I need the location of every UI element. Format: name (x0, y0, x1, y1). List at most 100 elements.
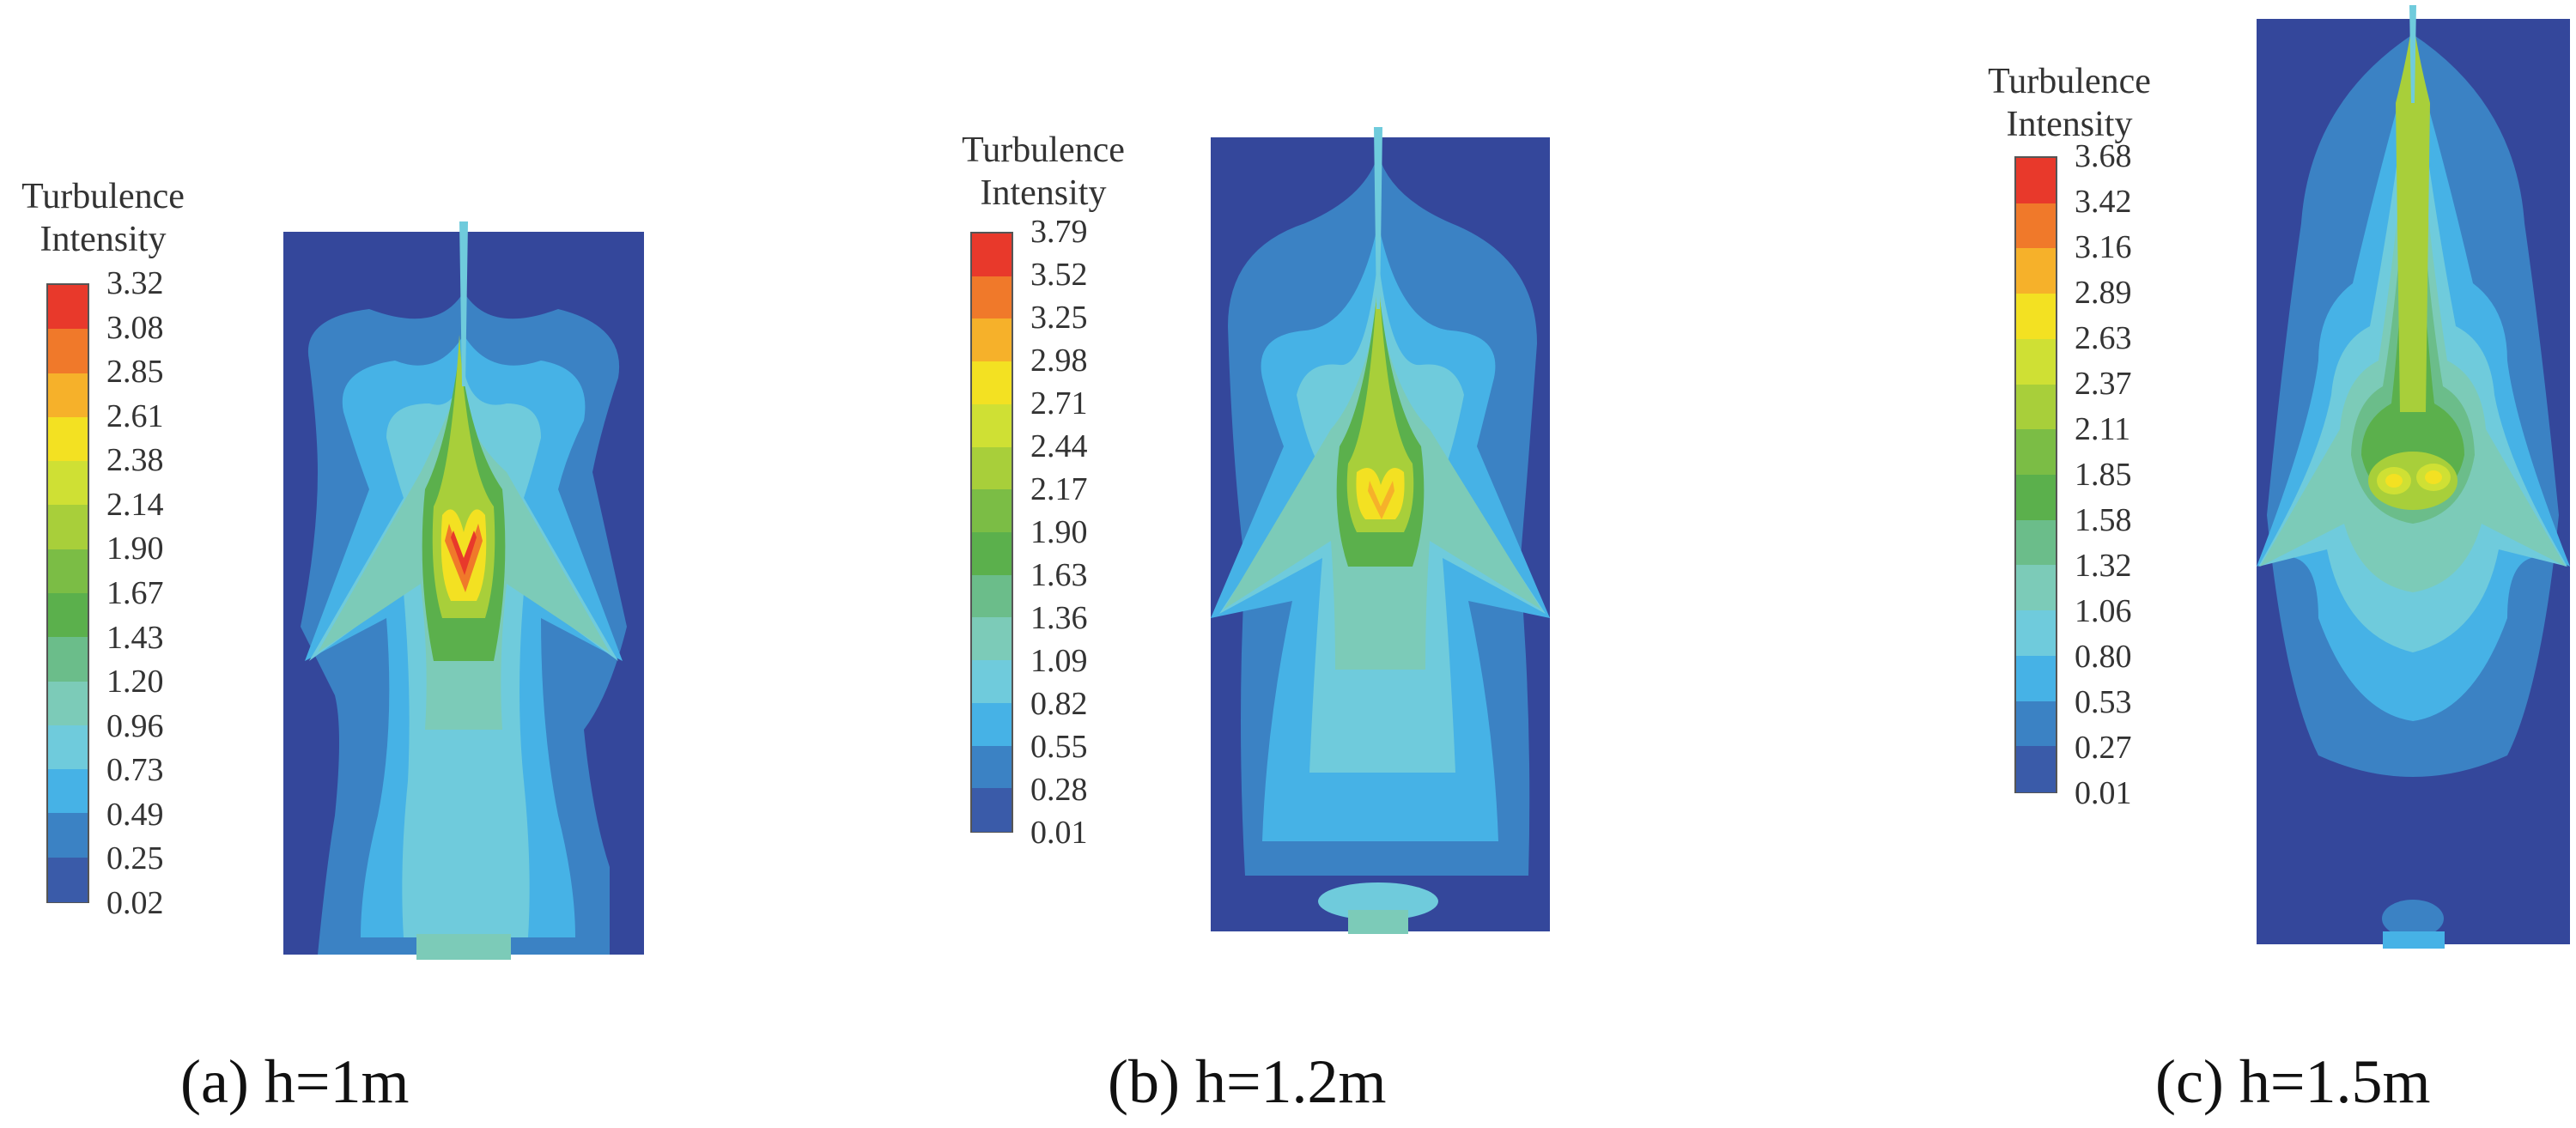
colorbar-tick-label: 2.44 (1030, 428, 1088, 464)
colorbar-tick-label: 3.08 (106, 309, 164, 346)
legend-title-line-1: Turbulence (21, 177, 185, 216)
colorbar-tick-label: 2.38 (106, 442, 164, 479)
colorbar-swatch (2016, 429, 2056, 476)
colorbar-tick-label: 2.71 (1030, 385, 1088, 421)
nozzle-jet (2409, 5, 2416, 103)
colorbar-tick-label: 1.85 (2075, 457, 2132, 493)
colorbar-swatch (2016, 519, 2056, 567)
outlet-patch (416, 934, 511, 960)
colorbar-tick-label: 1.36 (1030, 600, 1088, 636)
colorbar-swatch (2016, 746, 2056, 793)
colorbar-swatch (2016, 475, 2056, 522)
colorbar-swatch (48, 769, 88, 815)
colorbar-swatch (48, 416, 88, 463)
colorbar (46, 283, 89, 903)
colorbar-swatch (972, 233, 1012, 278)
colorbar-swatch (2016, 203, 2056, 250)
colorbar-tick-label: 1.90 (106, 531, 164, 567)
colorbar-swatch (48, 549, 88, 595)
legend-title-line-1: Turbulence (1988, 62, 2151, 101)
colorbar-tick-label: 0.28 (1030, 772, 1088, 808)
contour-band (451, 531, 477, 575)
colorbar-tick-label: 0.55 (1030, 729, 1088, 765)
colorbar-tick-label: 3.52 (1030, 257, 1088, 293)
colorbar-tick-label: 2.11 (2075, 411, 2131, 447)
colorbar-swatch (972, 403, 1012, 448)
colorbar-swatch (972, 276, 1012, 320)
colorbar-tick-label: 3.16 (2075, 229, 2132, 265)
turbulence-contour-plot (1211, 127, 1550, 934)
colorbar-tick-label: 1.06 (2075, 593, 2132, 629)
contour-band (1356, 468, 1405, 519)
legend-title-line-2: Intensity (39, 220, 167, 259)
colorbar-swatch (2016, 248, 2056, 295)
colorbar-swatch (48, 725, 88, 771)
colorbar-swatch (2016, 338, 2056, 386)
colorbar-tick-label: 1.63 (1030, 557, 1088, 593)
colorbar-swatch (972, 617, 1012, 662)
colorbar-swatch (972, 318, 1012, 363)
caption: (a) h=1m (180, 1047, 410, 1116)
colorbar-tick-label: 3.42 (2075, 184, 2132, 220)
colorbar-tick-label: 0.80 (2075, 639, 2132, 675)
colorbar-tick-label: 2.17 (1030, 471, 1088, 507)
legend-title-line-2: Intensity (980, 173, 1107, 213)
caption: (c) h=1.5m (2155, 1047, 2431, 1116)
colorbar-tick-label: 0.25 (106, 840, 164, 877)
colorbar-swatch (972, 574, 1012, 619)
colorbar-swatch (972, 788, 1012, 833)
colorbar-tick-label: 0.53 (2075, 684, 2132, 720)
colorbar-swatch (48, 285, 88, 331)
legend-title: Turbulence Intensity (1958, 60, 2181, 146)
colorbar-swatch (972, 361, 1012, 406)
legend-title-line-2: Intensity (2006, 105, 2133, 144)
colorbar-tick-label: 2.89 (2075, 275, 2132, 311)
colorbar-swatch (2016, 700, 2056, 748)
colorbar-tick-label: 1.67 (106, 575, 164, 611)
colorbar-swatch (2016, 565, 2056, 612)
colorbar-tick-label: 1.32 (2075, 548, 2132, 584)
colorbar-tick-label: 0.82 (1030, 686, 1088, 722)
turbulence-contour-plot (283, 221, 644, 960)
contour-band (1346, 266, 1414, 532)
colorbar-tick-label: 3.68 (2075, 138, 2132, 174)
colorbar-swatch (48, 461, 88, 506)
hot-spot-core (2385, 474, 2403, 488)
colorbar-tick-label: 0.01 (2075, 775, 2132, 811)
colorbar-tick-label: 1.20 (106, 664, 164, 700)
nozzle-jet (1374, 127, 1382, 309)
outlet-patch (1348, 910, 1408, 934)
colorbar-swatch (48, 329, 88, 374)
colorbar-swatch (48, 505, 88, 551)
colorbar-swatch (972, 702, 1012, 747)
contour-band (440, 509, 487, 601)
colorbar-tick-label: 2.14 (106, 486, 164, 523)
colorbar-tick-label: 2.37 (2075, 366, 2132, 402)
colorbar-tick-label: 3.25 (1030, 300, 1088, 336)
colorbar-swatch (48, 373, 88, 419)
colorbar-tick-label: 1.09 (1030, 643, 1088, 679)
colorbar-swatch (2016, 158, 2056, 205)
colorbar (970, 232, 1013, 833)
colorbar-swatch (972, 446, 1012, 491)
colorbar-tick-label: 1.43 (106, 619, 164, 656)
colorbar-tick-label: 2.85 (106, 354, 164, 391)
colorbar-swatch (48, 593, 88, 639)
legend-title: Turbulence Intensity (9, 175, 197, 261)
turbulence-contour-plot (2257, 5, 2570, 949)
colorbar-tick-label: 3.79 (1030, 214, 1088, 250)
colorbar-swatch (2016, 655, 2056, 703)
colorbar-tick-label: 1.90 (1030, 514, 1088, 550)
colorbar-tick-label: 2.98 (1030, 343, 1088, 379)
colorbar-tick-label: 0.49 (106, 796, 164, 833)
colorbar-swatch (2016, 610, 2056, 658)
colorbar-swatch (48, 681, 88, 727)
colorbar-swatch (972, 532, 1012, 577)
colorbar-tick-label: 0.27 (2075, 730, 2132, 766)
colorbar-swatch (2016, 294, 2056, 341)
colorbar-tick-label: 2.63 (2075, 320, 2132, 356)
colorbar-swatch (48, 857, 88, 903)
outlet-plume (2382, 900, 2444, 937)
legend-title: Turbulence Intensity (945, 129, 1142, 215)
colorbar-tick-label: 1.58 (2075, 502, 2132, 538)
